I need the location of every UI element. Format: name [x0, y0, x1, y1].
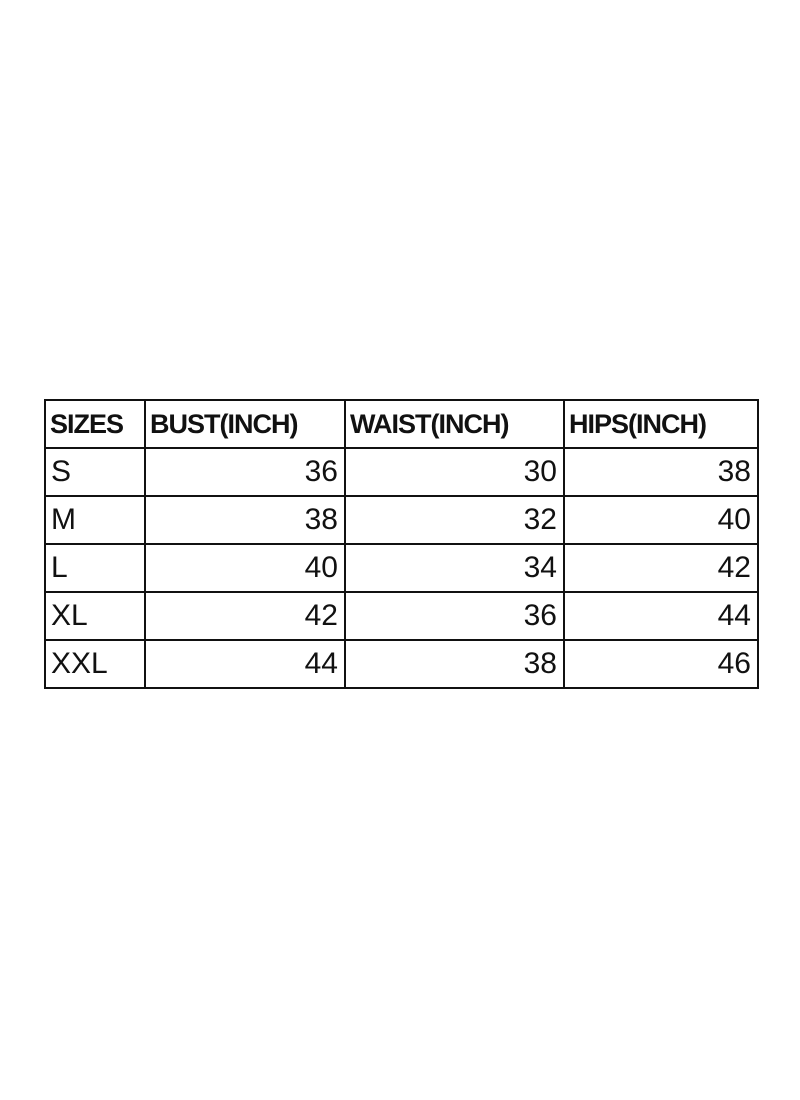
measure-cell: 30 — [344, 447, 565, 497]
table-row: XL 42 36 44 — [44, 591, 759, 641]
table-row: M 38 32 40 — [44, 495, 759, 545]
header-row: SIZES BUST(INCH) WAIST(INCH) HIPS(INCH) — [44, 399, 759, 449]
measure-cell: 42 — [144, 591, 346, 641]
column-header: WAIST(INCH) — [344, 399, 565, 449]
measure-cell: 46 — [563, 639, 759, 689]
size-cell: S — [44, 447, 146, 497]
measure-cell: 38 — [344, 639, 565, 689]
size-cell: XXL — [44, 639, 146, 689]
measure-cell: 36 — [144, 447, 346, 497]
measure-cell: 40 — [563, 495, 759, 545]
measure-cell: 32 — [344, 495, 565, 545]
size-cell: M — [44, 495, 146, 545]
measure-cell: 44 — [563, 591, 759, 641]
size-table: SIZES BUST(INCH) WAIST(INCH) HIPS(INCH) S 36… — [44, 399, 759, 689]
measure-cell: 40 — [144, 543, 346, 593]
table-body: S 36 30 38 M 38 32 40 L 40 34 42 XL 42 36 44 XXL 44 38 46 — [44, 447, 759, 689]
measure-cell: 44 — [144, 639, 346, 689]
column-header: BUST(INCH) — [144, 399, 346, 449]
table-row: S 36 30 38 — [44, 447, 759, 497]
table-row: L 40 34 42 — [44, 543, 759, 593]
measure-cell: 38 — [144, 495, 346, 545]
measure-cell: 34 — [344, 543, 565, 593]
column-header: SIZES — [44, 399, 146, 449]
size-cell: L — [44, 543, 146, 593]
table-row: XXL 44 38 46 — [44, 639, 759, 689]
measure-cell: 38 — [563, 447, 759, 497]
measure-cell: 36 — [344, 591, 565, 641]
size-cell: XL — [44, 591, 146, 641]
column-header: HIPS(INCH) — [563, 399, 759, 449]
measure-cell: 42 — [563, 543, 759, 593]
